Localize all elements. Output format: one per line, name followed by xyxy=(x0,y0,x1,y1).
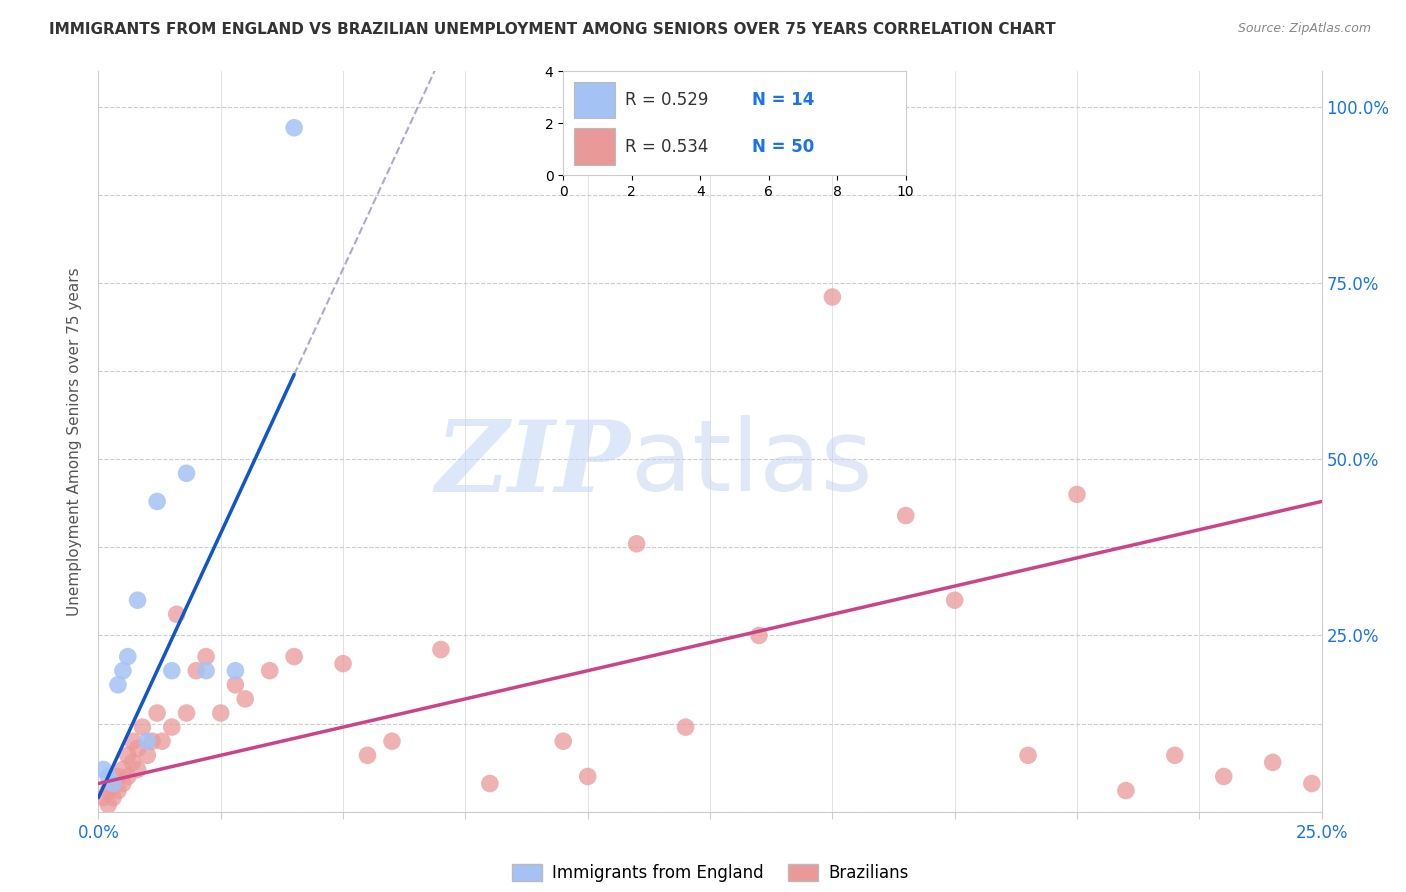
Point xyxy=(136,748,159,763)
Point xyxy=(146,494,169,508)
Point xyxy=(1212,769,1234,783)
Point xyxy=(195,649,218,664)
Point xyxy=(117,748,139,763)
Point xyxy=(176,467,198,481)
Point xyxy=(553,734,575,748)
Point xyxy=(111,664,134,678)
Text: Source: ZipAtlas.com: Source: ZipAtlas.com xyxy=(1237,22,1371,36)
Point xyxy=(121,756,143,770)
Point xyxy=(131,720,153,734)
Point xyxy=(111,763,134,777)
Point xyxy=(121,734,143,748)
Point xyxy=(224,664,246,678)
Point xyxy=(101,776,124,790)
Point xyxy=(111,776,134,790)
Point xyxy=(1164,748,1187,763)
Point xyxy=(1017,748,1039,763)
Point xyxy=(101,776,124,790)
Point xyxy=(166,607,188,622)
Point xyxy=(821,290,844,304)
Point xyxy=(626,537,648,551)
Point xyxy=(195,664,218,678)
Text: ZIP: ZIP xyxy=(436,416,630,512)
Text: atlas: atlas xyxy=(630,416,872,512)
Text: IMMIGRANTS FROM ENGLAND VS BRAZILIAN UNEMPLOYMENT AMONG SENIORS OVER 75 YEARS CO: IMMIGRANTS FROM ENGLAND VS BRAZILIAN UNE… xyxy=(49,22,1056,37)
Point xyxy=(136,734,159,748)
Point xyxy=(381,734,404,748)
Point xyxy=(430,642,453,657)
Point xyxy=(107,678,129,692)
Point xyxy=(332,657,354,671)
Point xyxy=(127,593,149,607)
Point xyxy=(1301,776,1323,790)
Point xyxy=(176,706,198,720)
Legend: Immigrants from England, Brazilians: Immigrants from England, Brazilians xyxy=(505,857,915,888)
Point xyxy=(233,692,256,706)
Point xyxy=(160,720,183,734)
Point xyxy=(1066,487,1088,501)
Point xyxy=(91,790,114,805)
Point xyxy=(209,706,232,720)
Y-axis label: Unemployment Among Seniors over 75 years: Unemployment Among Seniors over 75 years xyxy=(67,268,83,615)
Point xyxy=(186,664,208,678)
Point xyxy=(283,649,305,664)
Point xyxy=(675,720,697,734)
Point xyxy=(117,769,139,783)
Point xyxy=(117,649,139,664)
Point xyxy=(894,508,917,523)
Point xyxy=(141,734,163,748)
Point xyxy=(127,741,149,756)
Point xyxy=(101,790,124,805)
Point xyxy=(91,763,114,777)
Point xyxy=(127,763,149,777)
Point xyxy=(160,664,183,678)
Point xyxy=(1261,756,1284,770)
Point xyxy=(107,783,129,797)
Point xyxy=(478,776,501,790)
Point xyxy=(97,797,120,812)
Point xyxy=(1115,783,1137,797)
Point xyxy=(748,628,770,642)
Point xyxy=(356,748,378,763)
Point xyxy=(259,664,281,678)
Point xyxy=(150,734,173,748)
Point xyxy=(224,678,246,692)
Point xyxy=(97,783,120,797)
Point xyxy=(283,120,305,135)
Point xyxy=(146,706,169,720)
Point xyxy=(97,769,120,783)
Point xyxy=(943,593,966,607)
Point xyxy=(576,769,599,783)
Point xyxy=(107,769,129,783)
